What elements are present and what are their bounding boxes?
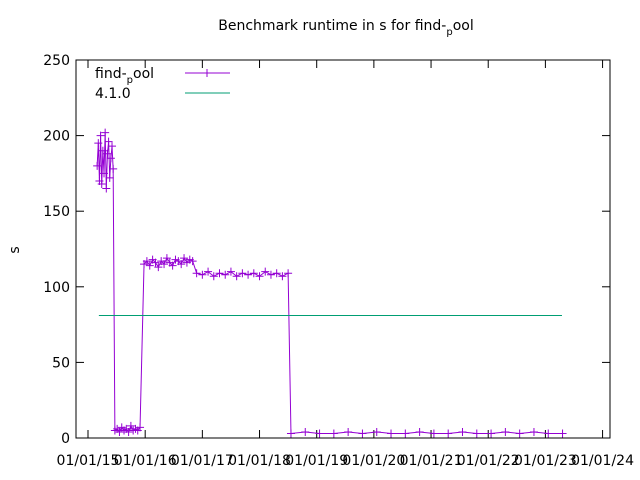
point-marker (544, 429, 553, 438)
point-marker (215, 269, 224, 278)
point-marker (558, 429, 567, 438)
y-tick-label: 250 (43, 53, 70, 69)
point-marker (209, 272, 218, 281)
x-tick-label: 01/01/16 (114, 453, 177, 469)
series-line (96, 132, 563, 435)
point-marker (329, 429, 338, 438)
point-marker (115, 427, 124, 436)
y-tick-label: 100 (43, 280, 70, 296)
point-marker (472, 429, 481, 438)
point-marker (126, 421, 135, 430)
point-marker (154, 263, 163, 272)
point-marker (180, 254, 189, 263)
y-axis-label: s (7, 246, 23, 253)
y-tick-label: 200 (43, 129, 70, 145)
point-marker (105, 173, 114, 182)
point-marker (93, 161, 102, 170)
point-marker (529, 427, 538, 436)
point-marker (444, 429, 453, 438)
point-marker (160, 260, 169, 269)
point-marker (198, 270, 207, 279)
point-marker (358, 429, 367, 438)
point-marker (109, 164, 118, 173)
text-piece: p (127, 75, 133, 86)
point-marker (94, 139, 103, 148)
point-marker (142, 257, 151, 266)
point-marker (244, 270, 253, 279)
point-marker (429, 429, 438, 438)
y-tick-label: 50 (52, 355, 70, 371)
point-marker (102, 184, 111, 193)
point-marker (192, 269, 201, 278)
point-marker (221, 270, 230, 279)
x-tick-label: 01/01/24 (571, 453, 634, 469)
point-marker (301, 427, 310, 436)
x-tick-label: 01/01/21 (400, 453, 463, 469)
point-marker (100, 169, 109, 178)
plot-border (75, 59, 611, 439)
point-marker (124, 427, 133, 436)
point-marker (103, 149, 112, 158)
point-marker (401, 429, 410, 438)
text-piece: find- (95, 66, 127, 82)
point-marker (261, 267, 270, 276)
point-marker (226, 267, 235, 276)
point-marker (98, 146, 107, 155)
text-piece: ool (133, 66, 154, 82)
point-marker (266, 270, 275, 279)
point-marker (232, 272, 241, 281)
point-marker (108, 142, 117, 151)
point-marker (272, 269, 281, 278)
point-marker (106, 154, 115, 163)
point-marker (204, 267, 213, 276)
point-marker (188, 257, 197, 266)
x-tick-label: 01/01/20 (342, 453, 405, 469)
x-tick-label: 01/01/22 (457, 453, 520, 469)
text-piece: ool (453, 18, 474, 34)
point-marker (387, 429, 396, 438)
legend-marker (203, 69, 211, 77)
x-tick-label: 01/01/19 (285, 453, 348, 469)
point-marker (415, 427, 424, 436)
point-marker (249, 269, 258, 278)
point-marker (278, 272, 287, 281)
text-piece: 4.1.0 (95, 86, 131, 102)
point-marker (255, 272, 264, 281)
point-marker (458, 427, 467, 436)
point-marker (168, 261, 177, 270)
point-marker (515, 429, 524, 438)
point-marker (96, 131, 105, 140)
point-marker (136, 423, 145, 432)
point-marker (104, 137, 113, 146)
point-marker (101, 128, 110, 137)
x-tick-label: 01/01/15 (57, 453, 120, 469)
chart-title: Benchmark runtime in s for find-pool (218, 18, 473, 38)
point-marker (110, 426, 119, 435)
point-marker (162, 254, 171, 263)
legend-label: 4.1.0 (95, 86, 131, 102)
text-piece: Benchmark runtime in s for find- (218, 18, 446, 34)
point-marker (286, 429, 295, 438)
point-marker (284, 269, 293, 278)
point-marker (344, 427, 353, 436)
point-marker (238, 269, 247, 278)
y-tick-label: 150 (43, 204, 70, 220)
point-marker (372, 427, 381, 436)
point-marker (97, 179, 106, 188)
x-tick-label: 01/01/17 (171, 453, 234, 469)
x-tick-label: 01/01/18 (228, 453, 291, 469)
point-marker (145, 261, 154, 270)
legend-label: find-pool (95, 66, 154, 86)
text-piece: p (446, 27, 452, 38)
y-tick-label: 0 (61, 431, 70, 447)
point-marker (177, 260, 186, 269)
x-tick-label: 01/01/23 (514, 453, 577, 469)
point-marker (315, 429, 324, 438)
point-marker (151, 258, 160, 267)
point-marker (487, 429, 496, 438)
point-marker (501, 427, 510, 436)
